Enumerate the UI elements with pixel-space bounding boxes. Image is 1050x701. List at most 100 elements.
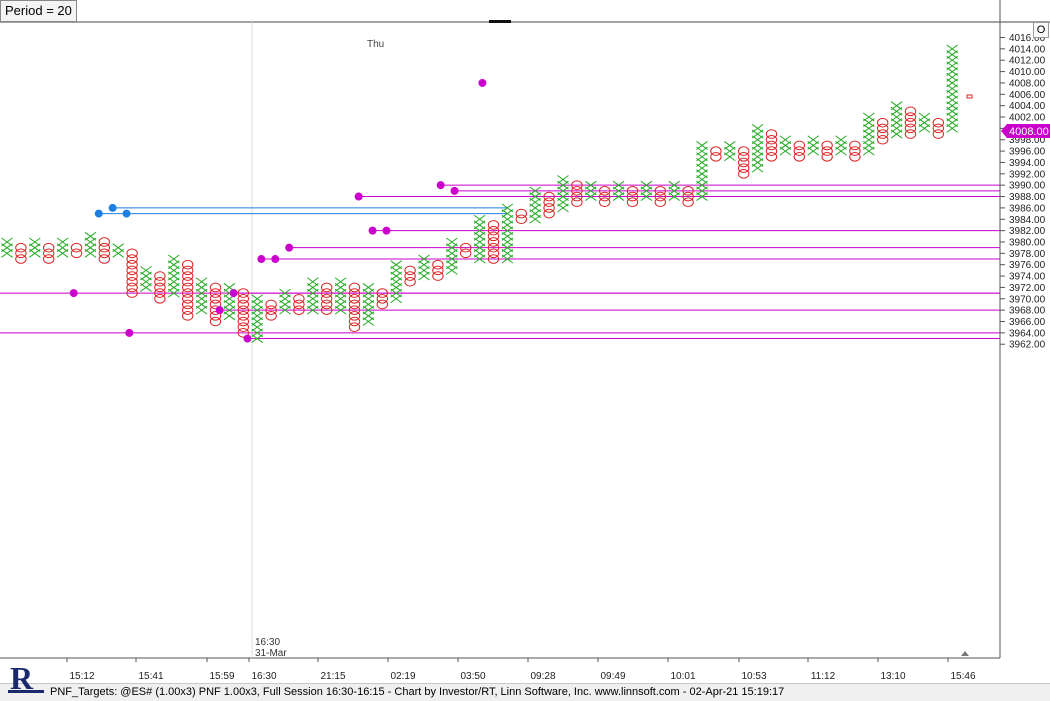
o-box: [209, 311, 222, 321]
target-point-1: [94, 209, 103, 218]
o-box: [154, 293, 166, 304]
last-price-tag: 4008.00: [1001, 124, 1050, 138]
x-box: [835, 135, 847, 145]
o-box: [487, 225, 500, 236]
o-box: [237, 288, 250, 298]
x-box: [446, 237, 458, 247]
plot-background: [0, 0, 1000, 658]
y-tick-label: 3982.00: [1009, 226, 1046, 237]
x-box: [279, 288, 291, 298]
o-box: [182, 276, 194, 287]
o-box: [571, 191, 583, 202]
o-box: [543, 197, 555, 208]
o-box: [15, 242, 27, 253]
o-box: [877, 129, 889, 139]
y-tick-label: 4006.00: [1009, 90, 1046, 101]
period-indicator[interactable]: Period = 20: [0, 0, 77, 22]
o-box: [821, 151, 833, 162]
o-box: [904, 117, 917, 128]
y-tick-label: 4010.00: [1009, 67, 1046, 78]
y-tick-label: 3990.00: [1009, 181, 1046, 192]
o-box: [765, 146, 778, 156]
x-box: [751, 123, 764, 133]
target-point-8: [285, 243, 294, 252]
o-box: [487, 237, 500, 247]
o-box: [543, 191, 555, 202]
x-tick-label: 15:46: [950, 671, 975, 682]
x-box: [195, 277, 208, 287]
x-box: [585, 180, 597, 190]
x-tick-label: 15:41: [138, 671, 163, 682]
o-box: [682, 186, 694, 196]
y-tick-label: 3964.00: [1009, 328, 1046, 339]
o-box: [348, 288, 361, 298]
target-point-12: [229, 289, 238, 298]
o-box: [765, 129, 778, 139]
target-point-3: [436, 181, 445, 190]
o-box: [209, 316, 222, 327]
o-box: [348, 293, 361, 304]
o-box: [321, 299, 333, 310]
x-box: [807, 135, 819, 145]
target-point-9: [257, 255, 266, 264]
x-box: [112, 243, 124, 253]
o-box: [209, 288, 222, 298]
o-box: [348, 305, 361, 315]
target-point-7: [382, 226, 391, 235]
o-box: [765, 151, 778, 162]
scroll-marker[interactable]: [489, 20, 511, 23]
o-box: [376, 288, 388, 298]
x-box: [168, 254, 180, 264]
y-tick-label: 4004.00: [1009, 101, 1046, 112]
o-box: [626, 186, 639, 196]
o-box: [237, 311, 250, 321]
y-tick-label: 4012.00: [1009, 56, 1046, 67]
o-box: [487, 220, 500, 230]
scroll-right-arrow-icon[interactable]: [961, 651, 969, 656]
target-point-15: [243, 334, 252, 343]
target-point-11: [69, 289, 78, 298]
o-box: [98, 237, 111, 247]
o-box: [738, 157, 750, 168]
pnf-boxes: [1, 44, 958, 343]
x-box: [724, 141, 736, 150]
o-box: [182, 265, 194, 276]
o-box: [932, 129, 944, 139]
o-box: [932, 117, 944, 128]
y-tick-label: 3968.00: [1009, 306, 1046, 317]
o-box: [877, 123, 889, 134]
o-box: [182, 271, 194, 281]
target-point-13: [215, 306, 224, 315]
o-box: [348, 316, 361, 327]
o-box: [904, 129, 917, 139]
y-tick-label: 3966.00: [1009, 317, 1046, 328]
x-axis: 15:12 15:41 15:59 16:30 21:15 02:19 03:50 09:28…: [66, 658, 976, 682]
x-tick-label: 11:12: [811, 671, 836, 682]
o-box: [626, 197, 639, 208]
o-box: [293, 305, 305, 315]
last-price-label: 4008.00: [1009, 126, 1049, 138]
o-box: [98, 248, 111, 259]
y-tick-label: 3980.00: [1009, 237, 1046, 248]
x-tick-label: 21:15: [320, 671, 345, 682]
o-box: [932, 123, 944, 134]
x-box: [779, 135, 792, 145]
target-point-5: [354, 192, 363, 201]
y-axis: 4016.004014.004012.004010.004008.004006.…: [1000, 33, 1046, 351]
x-box: [390, 260, 402, 270]
target-point-10: [271, 255, 280, 264]
o-box: [126, 259, 138, 270]
o-box: [376, 299, 388, 310]
x-tick-label: 15:12: [69, 671, 94, 682]
x-tick-label: 09:49: [600, 671, 625, 682]
x-box: [640, 180, 653, 190]
x-box: [696, 141, 708, 150]
chart-options-button[interactable]: O: [1033, 22, 1049, 38]
x-box: [140, 265, 152, 275]
o-box: [877, 117, 889, 128]
o-box: [765, 134, 778, 145]
x-tick-label: 02:19: [390, 671, 415, 682]
pnf-chart: Thu 16:30 31-Mar 4016.004014.004012.0040…: [0, 0, 1050, 682]
o-box: [182, 293, 194, 304]
o-box: [599, 197, 611, 208]
